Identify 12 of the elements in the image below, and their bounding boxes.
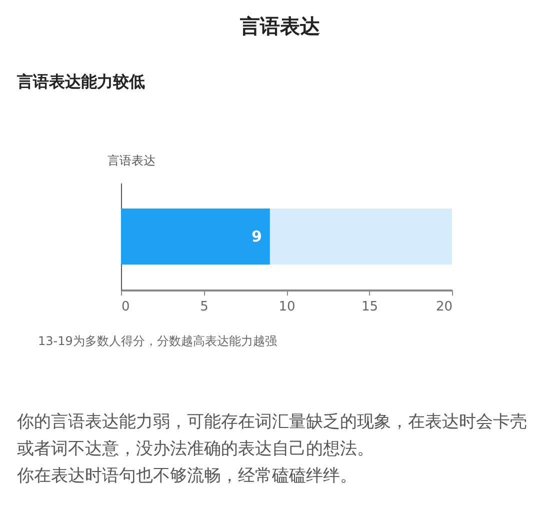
x-tick-label: 0 <box>122 300 130 314</box>
x-tick-label: 20 <box>436 300 452 314</box>
x-tick-label: 10 <box>278 300 296 314</box>
x-tick-label: 15 <box>361 300 378 314</box>
text: 你的言语表达能力弱，可能存在词汇量缺乏的现象，在表达时会卡壳或者词不达意，没办法准确的表达自己的想法。 <box>16 412 527 459</box>
y-axis-title: 言语表达 <box>108 154 156 168</box>
text: 你在表达时语句也不够流畅，经常磕磕绊绊。 <box>16 466 357 486</box>
x-tick-label: 5 <box>200 300 208 314</box>
chart-title: 言语表达 <box>239 14 320 38</box>
chart-subtitle: 言语表达能力较低 <box>16 72 145 91</box>
data-label: 9 <box>252 228 262 246</box>
text: 13-19为多数人得分，分数越高表达能力越强 <box>38 334 277 348</box>
